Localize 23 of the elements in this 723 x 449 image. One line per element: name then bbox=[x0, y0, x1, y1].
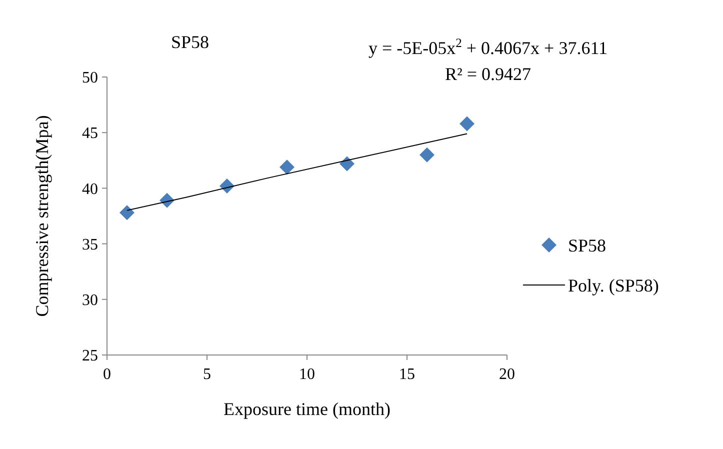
point bbox=[120, 205, 134, 220]
x-tick-label: 10 bbox=[299, 366, 315, 383]
y-tick-label: 40 bbox=[82, 180, 98, 198]
legend-label: Poly. (SP58) bbox=[568, 275, 659, 296]
annotation: R² = 0.9427 bbox=[444, 64, 532, 84]
y-tick-label: 25 bbox=[82, 348, 98, 365]
y-tick-label: 35 bbox=[82, 236, 98, 254]
y-axis-title: Compressive strength(Mpa) bbox=[32, 115, 52, 317]
y-tick-label: 45 bbox=[82, 125, 98, 142]
point bbox=[280, 160, 294, 175]
legend-label: SP58 bbox=[568, 235, 606, 256]
point bbox=[340, 156, 354, 172]
x-tick-label: 20 bbox=[499, 366, 515, 383]
x-tick-label: 15 bbox=[399, 366, 415, 383]
point bbox=[420, 147, 434, 162]
x-axis-title: Exposure time (month) bbox=[224, 399, 390, 419]
chart-title: SP58 bbox=[170, 32, 210, 52]
x-tick-label: 5 bbox=[203, 366, 211, 383]
y-tick-label: 30 bbox=[82, 292, 98, 309]
y-tick-label: 50 bbox=[82, 70, 98, 87]
x-tick-label: 0 bbox=[103, 366, 111, 383]
point bbox=[460, 116, 474, 132]
text: y = -5E-05x$^{2}$ + 0.4067x + 37.611 bbox=[368, 36, 608, 58]
